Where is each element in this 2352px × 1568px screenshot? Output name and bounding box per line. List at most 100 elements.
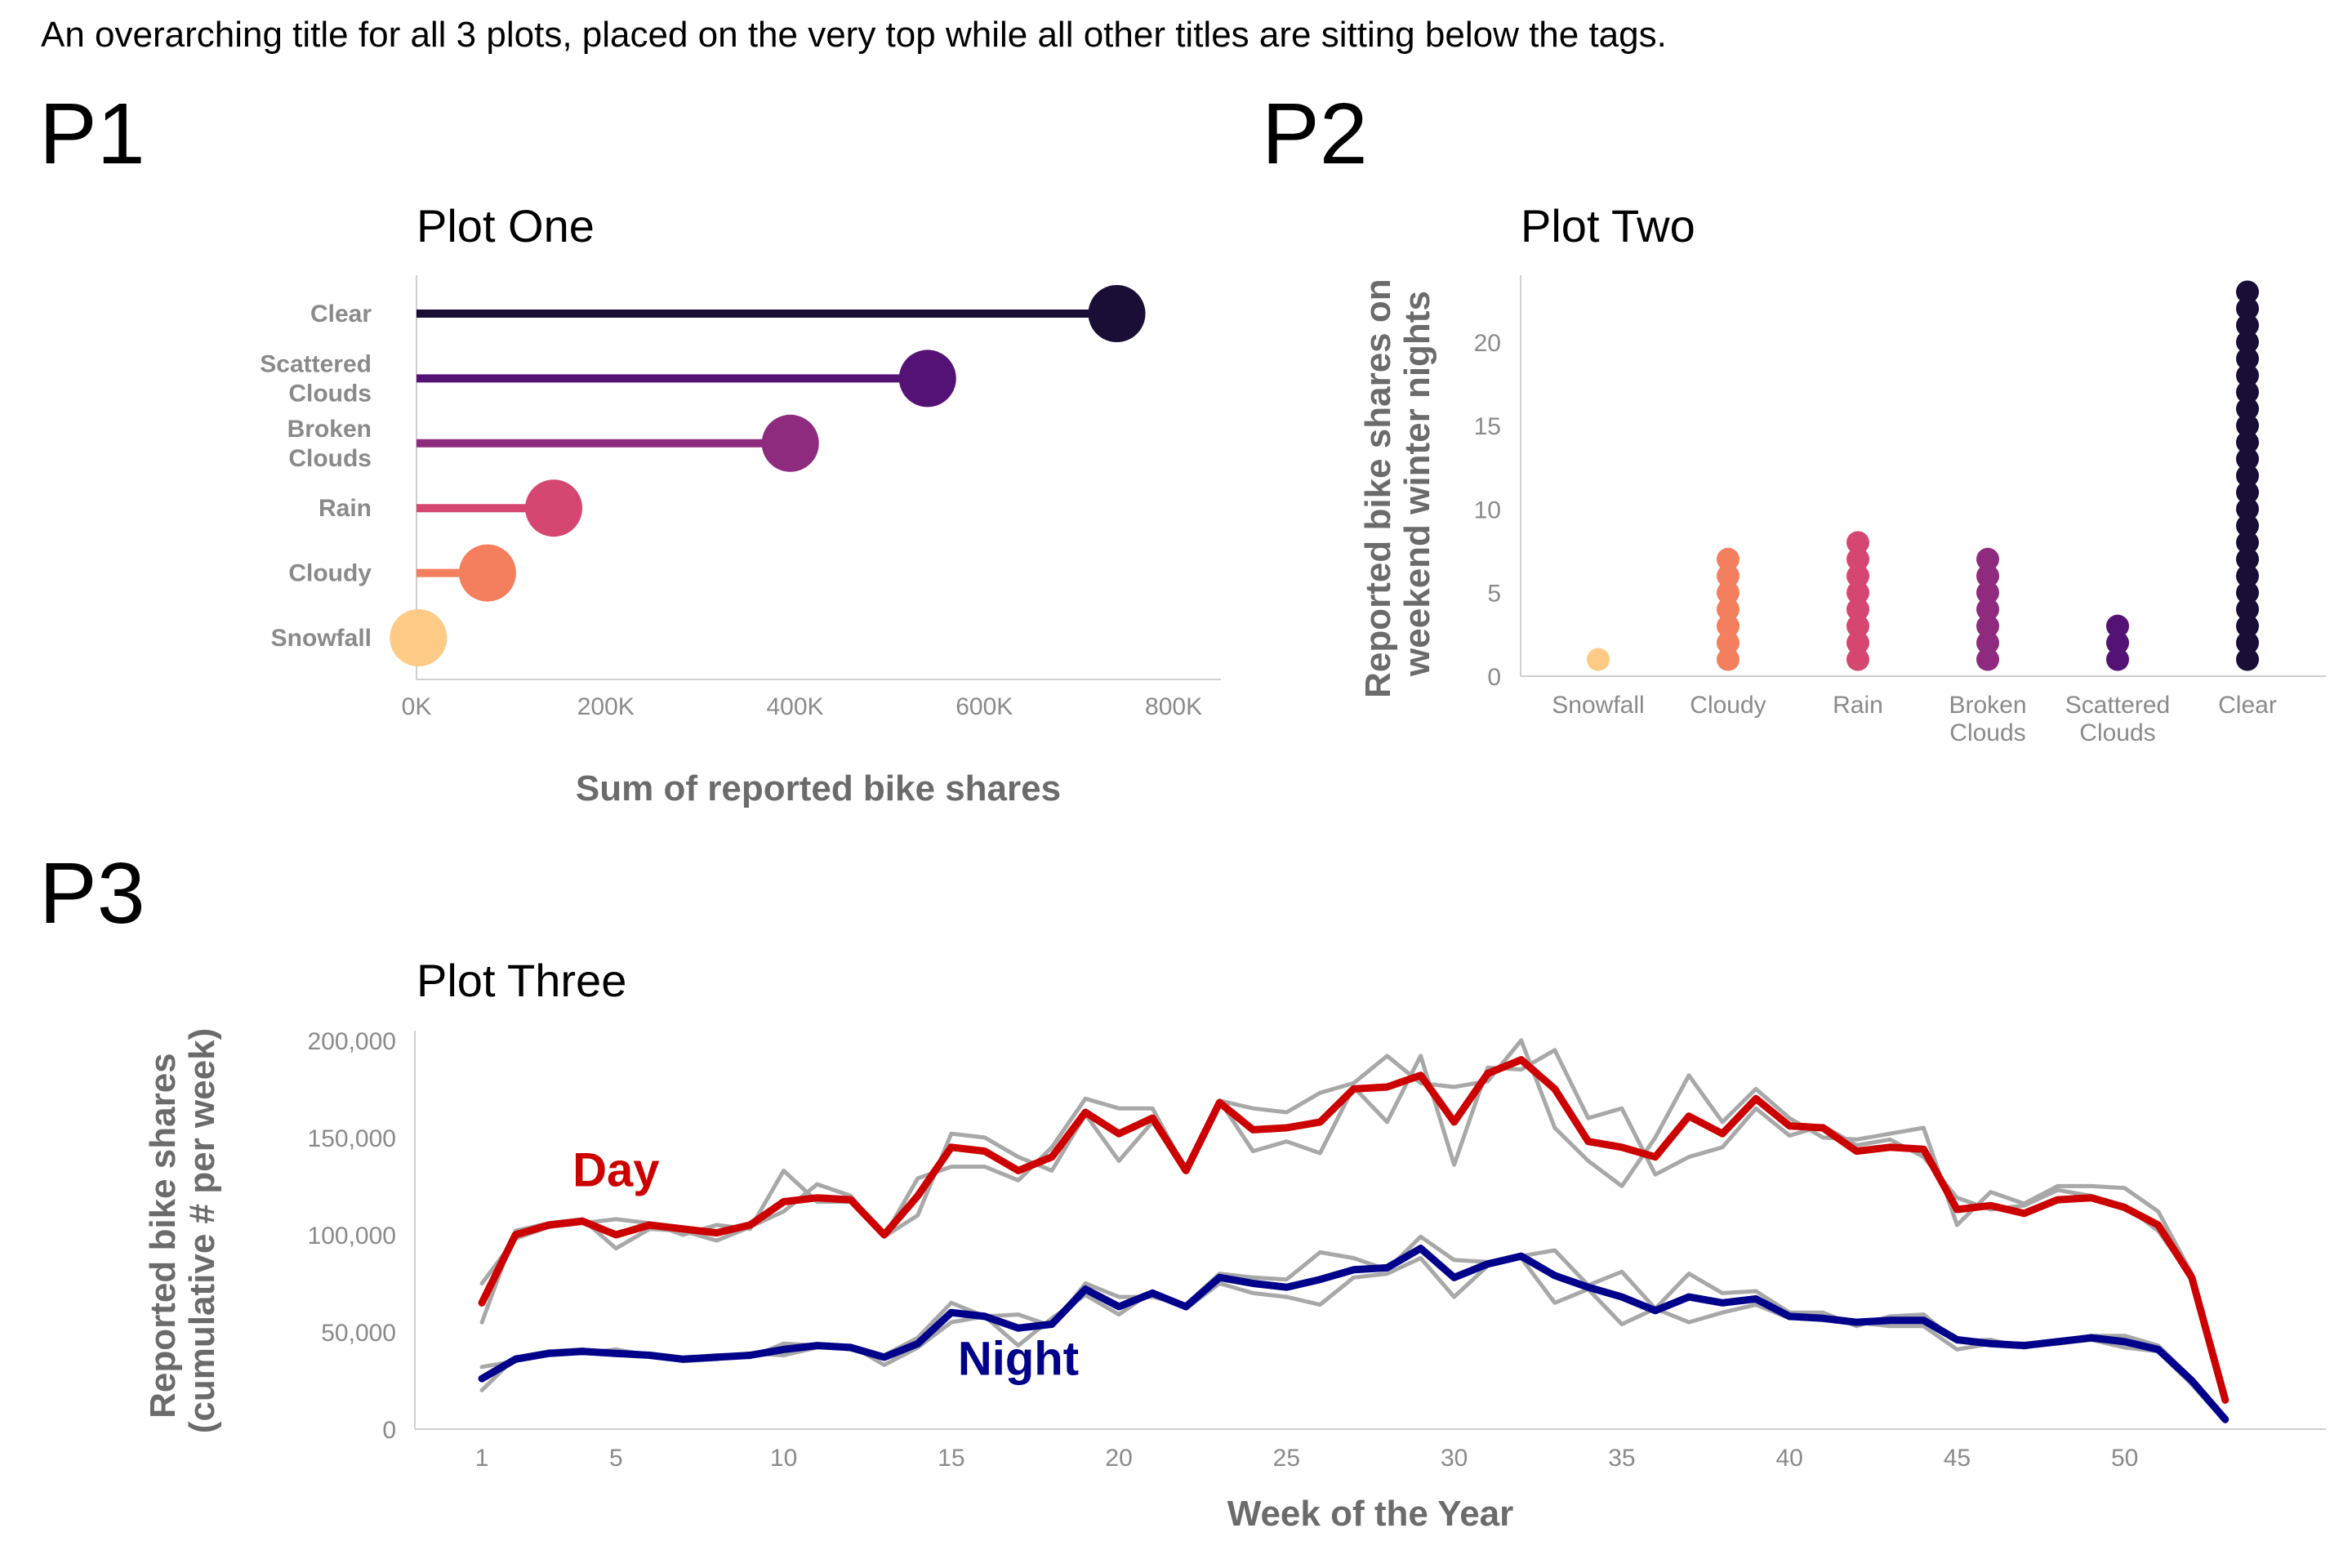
plot-two-y-axis-label: Reported bike shares on weekend winter n… [1358, 269, 1437, 698]
plot-two-dot-5-4 [2236, 598, 2259, 621]
plot-two-dot-5-1 [2236, 648, 2259, 671]
plot-two-dot-5-18 [2236, 363, 2259, 387]
plot-one-title: Plot One [416, 200, 595, 252]
plot-two-dot-5-9 [2236, 514, 2259, 537]
plot-three-x-tick-4: 20 [1105, 1445, 1132, 1472]
plot-one-category-label-5: Snowfall [271, 625, 372, 652]
plot-two-dot-5-20 [2236, 330, 2259, 354]
plot-three-y-tick-2: 100,000 [308, 1223, 396, 1250]
plot-one-dot-1 [898, 350, 956, 408]
plot-one-category-label-4-line-1: Cloudy [288, 560, 372, 587]
plot-two-dot-2-3 [1846, 614, 1869, 638]
plot-two-y-tick-0: 0 [1487, 664, 1501, 691]
plot-two-dot-3-7 [1976, 547, 1999, 571]
plot-two-category-label-4-line-2: Clouds [2079, 719, 2155, 746]
plot-two-dot-1-1 [1717, 648, 1740, 671]
plot-two-dot-5-8 [2236, 531, 2259, 555]
plot-two-dot-2-8 [1846, 531, 1869, 555]
tag-p2: P2 [1262, 86, 1368, 182]
plot-two-dot-5-7 [2236, 547, 2259, 571]
plot-two-dot-0-1 [1587, 648, 1610, 671]
plot-three-series-line-2 [479, 1038, 2228, 1402]
plot-three-x-tick-5: 25 [1273, 1445, 1300, 1472]
plot-two-dot-5-23 [2236, 280, 2259, 304]
plot-two-category-label-4-line-1: Scattered [2065, 692, 2170, 719]
plot-one-dot-0 [1088, 285, 1146, 342]
plot-two-dot-5-12 [2236, 464, 2259, 488]
plot-two-dot-5-22 [2236, 296, 2259, 320]
plot-one-category-label-1: Scattered Clouds [260, 350, 372, 407]
plot-two-dot-2-6 [1846, 564, 1869, 588]
plot-two-category-label-1: Cloudy [1690, 692, 1766, 719]
plot-three-annotation-0: Day [572, 1143, 659, 1196]
plot-three-annotation-1: Night [958, 1332, 1079, 1385]
plot-one-category-label-4: Cloudy [288, 560, 372, 587]
plot-two-category-label-3: Broken Clouds [1949, 692, 2026, 746]
plot-two-dot-2-7 [1846, 547, 1869, 571]
plot-one-x-tick-4: 800K [1145, 693, 1202, 720]
plot-two-dot-2-4 [1846, 598, 1869, 621]
plot-two-category-label-0-line-1: Snowfall [1552, 692, 1644, 719]
plot-two-dot-2-5 [1846, 581, 1869, 604]
plot-two-dot-3-4 [1976, 598, 1999, 621]
plot-two-y-tick-1: 5 [1487, 581, 1501, 608]
plot-one-dot-3 [525, 479, 583, 537]
plot-two-dot-1-6 [1717, 564, 1740, 588]
plot-two-y-axis-label-line-2: weekend winter nights [1397, 291, 1437, 677]
plot-three-title: Plot Three [416, 955, 626, 1006]
plot-one-category-label-2: Broken Clouds [287, 416, 372, 472]
plot-two-dot-5-16 [2236, 397, 2259, 421]
overarching-title: An overarching title for all 3 plots, pl… [41, 15, 1667, 55]
plot-three: Plot Three 1 5 10 15 20 25 30 35 40 45 50050,00010… [143, 955, 2326, 1534]
plot-two-dot-2-1 [1846, 648, 1869, 671]
plot-two-dot-3-5 [1976, 581, 1999, 604]
plot-two-category-label-2-line-1: Rain [1833, 692, 1883, 719]
plot-two-dot-1-7 [1717, 547, 1740, 571]
plot-one-x-tick-2: 400K [766, 693, 823, 720]
plot-two-title: Plot Two [1521, 200, 1695, 252]
plot-two-dot-5-13 [2236, 448, 2259, 471]
plot-three-y-axis-label: Reported bike shares (cumulative # per w… [143, 1028, 222, 1433]
plot-three-series-line-4 [479, 1234, 2228, 1422]
plot-one-category-label-2-line-2: Clouds [288, 445, 372, 472]
plot-two-category-label-5: Clear [2218, 692, 2277, 719]
plot-three-x-axis-label: Week of the Year [1227, 1494, 1514, 1534]
plot-three-y-tick-4: 200,000 [308, 1028, 396, 1055]
plot-two-dot-4-1 [2106, 648, 2129, 671]
plot-three-marks: 1 5 10 15 20 25 30 35 40 45 50050,000100,000150,00… [308, 1028, 2230, 1472]
plot-three-x-tick-6: 30 [1441, 1445, 1468, 1472]
plot-three-x-tick-9: 45 [1944, 1445, 1971, 1472]
plot-one-category-label-1-line-1: Scattered [260, 350, 372, 377]
plot-one-category-label-0-line-1: Clear [310, 301, 372, 327]
plot-three-y-tick-1: 50,000 [321, 1320, 396, 1347]
plot-two-dot-5-14 [2236, 430, 2259, 454]
plot-one-x-tick-3: 600K [956, 693, 1013, 720]
tag-p1: P1 [39, 86, 145, 182]
plot-two-dot-5-21 [2236, 314, 2259, 337]
plot-two-category-label-4: Scattered Clouds [2065, 692, 2170, 746]
plot-two: Plot Two Snowfall Cloudy Rain Broken CloudsS… [1358, 200, 2326, 746]
plot-two-category-label-3-line-2: Clouds [1949, 719, 2025, 746]
plot-two-category-label-0: Snowfall [1552, 692, 1644, 719]
plot-two-category-label-3-line-1: Broken [1949, 692, 2026, 719]
plot-two-dot-2-2 [1846, 631, 1869, 655]
plot-two-y-tick-4: 20 [1474, 330, 1501, 357]
plot-two-y-axis-label-line-1: Reported bike shares on [1358, 278, 1398, 697]
plot-one-x-tick-1: 200K [577, 693, 635, 720]
plot-three-x-tick-8: 40 [1775, 1445, 1802, 1472]
plot-three-x-tick-3: 15 [938, 1445, 964, 1472]
plot-two-dot-4-2 [2106, 631, 2129, 655]
plot-three-y-axis-label-line-2: (cumulative # per week) [182, 1028, 222, 1433]
plot-one-category-label-1-line-2: Clouds [288, 380, 372, 407]
plot-one-category-label-5-line-1: Snowfall [271, 625, 372, 652]
plot-two-y-tick-3: 15 [1474, 413, 1501, 440]
plot-two-dot-5-3 [2236, 614, 2259, 638]
plot-one-dot-5 [390, 609, 448, 666]
plot-two-dot-3-3 [1976, 614, 1999, 638]
plot-one-category-label-3-line-1: Rain [318, 495, 372, 522]
plot-one-x-tick-0: 0K [402, 693, 432, 720]
plot-two-category-label-2: Rain [1833, 692, 1883, 719]
plot-three-x-tick-0: 1 [475, 1445, 489, 1472]
